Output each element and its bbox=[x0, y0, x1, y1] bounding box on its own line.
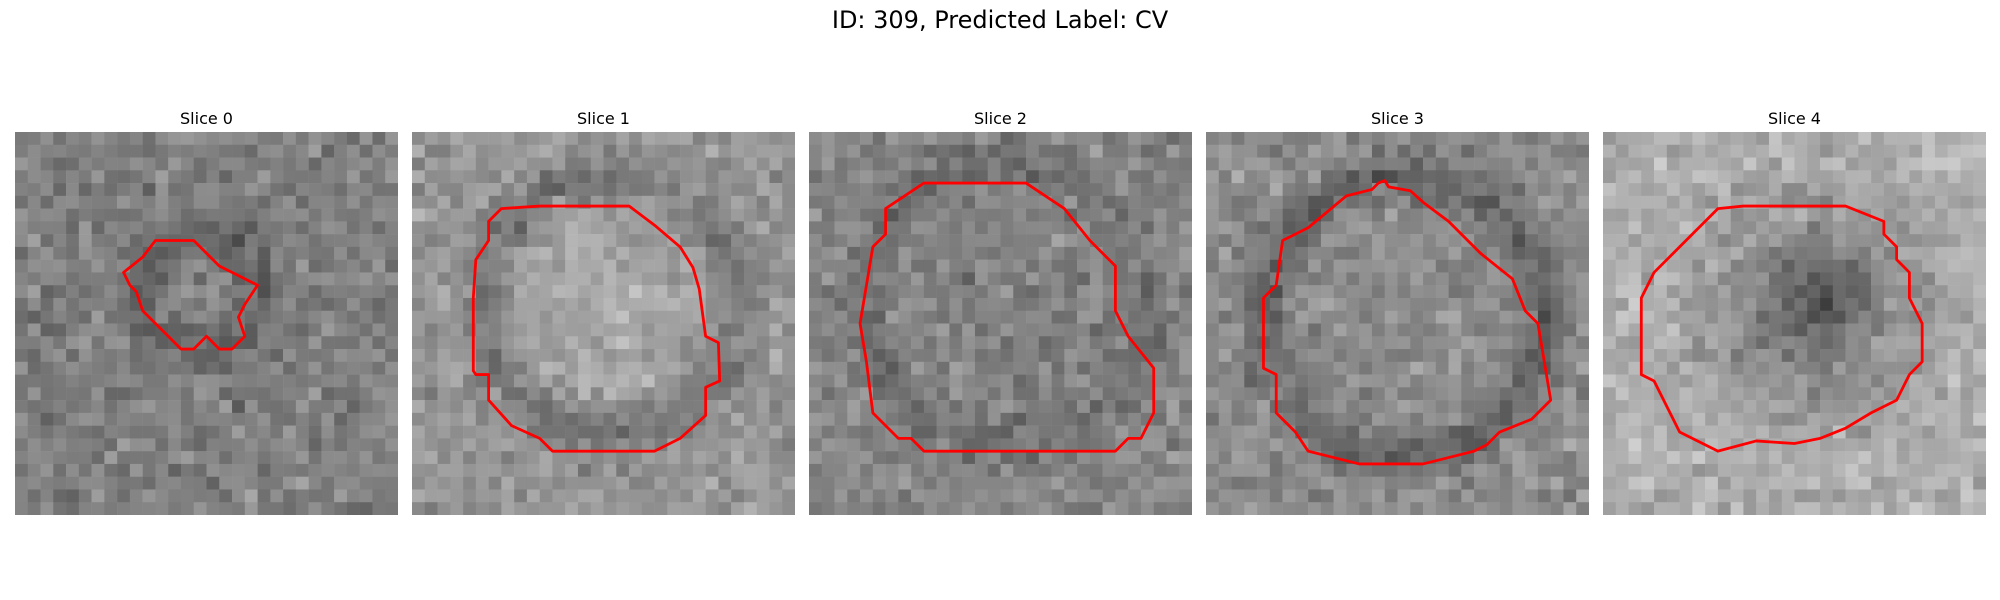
panel-slice-2: Slice 2 bbox=[809, 106, 1192, 515]
panel-title: Slice 4 bbox=[1768, 109, 1821, 128]
panel-title: Slice 2 bbox=[974, 109, 1027, 128]
panel-slice-1: Slice 1 bbox=[412, 106, 795, 515]
contour-outline bbox=[1639, 204, 1924, 453]
contour-outline bbox=[471, 204, 722, 453]
slice-image bbox=[15, 132, 398, 515]
panel-title: Slice 3 bbox=[1371, 109, 1424, 128]
contour-outline bbox=[122, 239, 259, 351]
panel-title: Slice 1 bbox=[577, 109, 630, 128]
panel-slice-4: Slice 4 bbox=[1603, 106, 1986, 515]
panel-slice-0: Slice 0 bbox=[15, 106, 398, 515]
slice-image bbox=[809, 132, 1192, 515]
slice-image bbox=[1206, 132, 1589, 515]
contour-outline bbox=[858, 181, 1156, 453]
panel-slice-3: Slice 3 bbox=[1206, 106, 1589, 515]
contour-outline bbox=[1262, 179, 1553, 466]
slice-image bbox=[412, 132, 795, 515]
figure-title: ID: 309, Predicted Label: CV bbox=[831, 6, 1169, 34]
slice-image bbox=[1603, 132, 1986, 515]
panel-title: Slice 0 bbox=[180, 109, 233, 128]
